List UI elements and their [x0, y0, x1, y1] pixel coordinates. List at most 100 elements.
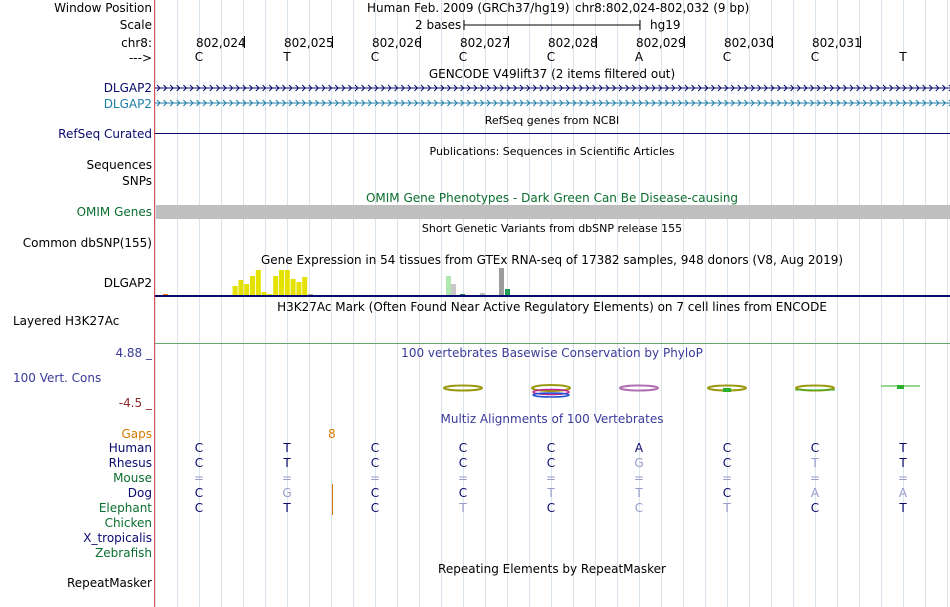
alignment-base: T: [899, 456, 907, 470]
grid-line: [507, 0, 508, 607]
gtex-expression-chart[interactable]: [155, 264, 950, 298]
strand-chevron: [618, 84, 623, 92]
grid-line: [793, 0, 794, 607]
strand-chevron: [420, 84, 425, 92]
gtex-bar[interactable]: [284, 270, 290, 296]
gtex-bar[interactable]: [261, 292, 267, 296]
gtex-bar[interactable]: [232, 286, 238, 296]
strand-chevron: [189, 99, 194, 107]
coordinate-label: 802,025: [284, 36, 334, 50]
gtex-bar[interactable]: [250, 276, 255, 296]
strand-chevron: [869, 84, 874, 92]
gtex-bar[interactable]: [296, 282, 302, 296]
scale-label: Scale: [119, 18, 152, 32]
alignment-base: C: [722, 486, 732, 500]
strand-chevron: [420, 99, 425, 107]
phylop-max-label: 4.88 _: [115, 346, 152, 360]
alignment-base: G: [634, 456, 644, 470]
alignment-base: =: [545, 471, 557, 485]
grid-line: [243, 0, 244, 607]
strand-chevron: [836, 99, 841, 107]
gtex-bar[interactable]: [499, 268, 504, 296]
gtex-bar[interactable]: [279, 270, 284, 296]
strand-chevron: [671, 99, 676, 107]
strand-chevron: [928, 84, 933, 92]
gtex-bar[interactable]: [290, 279, 296, 296]
strand-chevron: [341, 99, 346, 107]
strand-chevron: [249, 84, 254, 92]
grid-line: [529, 0, 530, 607]
strand-chevron: [829, 99, 834, 107]
gencode-item-1-label[interactable]: DLGAP2: [103, 81, 152, 95]
gencode-item-2-label[interactable]: DLGAP2: [103, 97, 152, 111]
strand-chevron: [348, 99, 353, 107]
coordinate-tick: [244, 36, 245, 48]
gtex-bar[interactable]: [273, 276, 279, 296]
assembly-title: Human Feb. 2009 (GRCh37/hg19): [367, 1, 570, 15]
grid-line: [947, 0, 948, 607]
strand-chevron: [605, 99, 610, 107]
strand-chevron: [796, 84, 801, 92]
strand-chevron: [763, 99, 768, 107]
strand-chevron: [942, 99, 947, 107]
alignment-base: C: [722, 456, 732, 470]
publications-track-title: Publications: Sequences in Scientific Ar…: [429, 145, 675, 158]
strand-chevron: [282, 99, 287, 107]
strand-chevron: [618, 99, 623, 107]
gtex-bar[interactable]: [505, 289, 510, 296]
strand-chevron: [664, 84, 669, 92]
strand-chevron: [942, 84, 947, 92]
grid-line: [815, 0, 816, 607]
strand-chevron: [862, 99, 867, 107]
strand-chevron: [414, 84, 419, 92]
strand-chevron: [882, 84, 887, 92]
strand-chevron: [770, 84, 775, 92]
gtex-bar[interactable]: [451, 284, 456, 296]
strand-chevron: [598, 84, 603, 92]
strand-chevron: [526, 84, 531, 92]
alignment-base: T: [283, 456, 291, 470]
omim-gene-bar[interactable]: [156, 205, 950, 219]
scale-bar: [463, 20, 641, 30]
gtex-bar[interactable]: [255, 270, 261, 296]
strand-chevron: [783, 99, 788, 107]
alignment-base: G: [282, 486, 292, 500]
strand-chevron: [400, 84, 405, 92]
alignment-base: =: [369, 471, 381, 485]
sequences-track-label[interactable]: Sequences: [86, 158, 152, 172]
strand-chevron: [255, 99, 260, 107]
refseq-gene-line[interactable]: [155, 133, 950, 134]
gtex-bar[interactable]: [480, 293, 485, 296]
dbsnp-track-label[interactable]: Common dbSNP(155): [22, 236, 152, 250]
strand-chevron: [526, 99, 531, 107]
alignment-base: =: [193, 471, 205, 485]
gtex-track-label[interactable]: DLGAP2: [103, 276, 152, 290]
alignment-base: C: [370, 501, 380, 515]
strand-chevron: [856, 99, 861, 107]
strand-chevron: [209, 84, 214, 92]
gtex-bar[interactable]: [238, 280, 244, 296]
strand-chevron: [513, 99, 518, 107]
strand-chevron: [288, 84, 293, 92]
alignment-base: T: [723, 501, 731, 515]
strand-chevron: [222, 84, 227, 92]
snps-track-label[interactable]: SNPs: [122, 174, 152, 188]
gtex-bar[interactable]: [302, 277, 308, 296]
refseq-track-label[interactable]: RefSeq Curated: [58, 127, 152, 141]
phylop-min-label: -4.5 _: [118, 396, 152, 410]
h3k27ac-track-label[interactable]: Layered H3K27Ac: [13, 314, 120, 328]
strand-chevron: [803, 84, 808, 92]
strand-chevron: [664, 99, 669, 107]
strand-chevron: [895, 84, 900, 92]
omim-track-label[interactable]: OMIM Genes: [76, 205, 152, 219]
grid-line: [287, 0, 288, 607]
phylop-track-label[interactable]: 100 Vert. Cons: [13, 371, 102, 385]
grid-line: [353, 0, 354, 607]
gtex-bar[interactable]: [244, 284, 250, 296]
gencode-gene-models[interactable]: [155, 82, 950, 108]
gtex-bar[interactable]: [446, 276, 451, 296]
dbsnp-track-title: Short Genetic Variants from dbSNP releas…: [421, 222, 683, 235]
strand-chevron: [321, 99, 326, 107]
repeatmasker-track-label[interactable]: RepeatMasker: [66, 576, 152, 590]
strand-chevron: [697, 99, 702, 107]
